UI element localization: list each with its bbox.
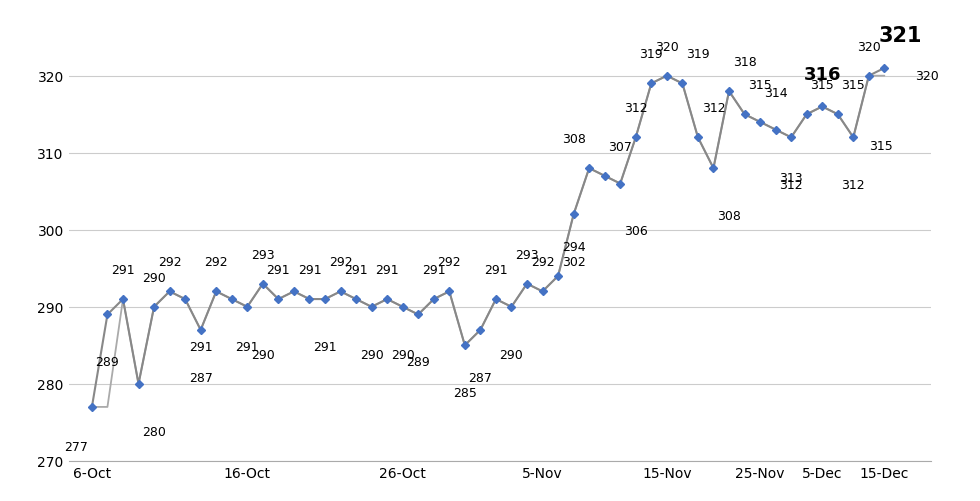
Text: 292: 292 [158, 256, 181, 269]
Text: 320: 320 [655, 41, 679, 54]
Text: 312: 312 [779, 179, 803, 192]
Text: 308: 308 [717, 209, 741, 222]
Text: 316: 316 [804, 66, 841, 84]
Text: 307: 307 [609, 140, 632, 153]
Text: 291: 291 [344, 264, 368, 277]
Text: 290: 290 [142, 271, 166, 284]
Text: 291: 291 [235, 340, 259, 353]
Text: 315: 315 [748, 79, 772, 92]
Text: 280: 280 [142, 425, 166, 438]
Text: 285: 285 [453, 386, 477, 399]
Text: 293: 293 [515, 248, 539, 261]
Text: 289: 289 [407, 356, 430, 369]
Text: 314: 314 [763, 87, 787, 100]
Text: 312: 312 [702, 102, 725, 115]
Text: 293: 293 [251, 248, 274, 261]
Text: 320: 320 [915, 70, 939, 83]
Text: 291: 291 [111, 264, 135, 277]
Text: 312: 312 [624, 102, 648, 115]
Text: 321: 321 [878, 26, 921, 46]
Text: 319: 319 [640, 48, 663, 61]
Text: 294: 294 [562, 240, 585, 254]
Text: 289: 289 [96, 356, 120, 369]
Text: 292: 292 [437, 256, 462, 269]
Text: 291: 291 [484, 264, 508, 277]
Text: 308: 308 [562, 133, 585, 146]
Text: 291: 291 [189, 340, 213, 353]
Text: 319: 319 [686, 48, 710, 61]
Text: 290: 290 [360, 348, 383, 361]
Text: 292: 292 [328, 256, 353, 269]
Text: 320: 320 [857, 41, 881, 54]
Text: 290: 290 [391, 348, 415, 361]
Text: 315: 315 [842, 79, 865, 92]
Text: 291: 291 [314, 340, 337, 353]
Text: 290: 290 [251, 348, 274, 361]
Text: 315: 315 [810, 79, 834, 92]
Text: 290: 290 [500, 348, 523, 361]
Text: 291: 291 [298, 264, 321, 277]
Text: 287: 287 [189, 371, 213, 384]
Text: 302: 302 [562, 256, 585, 269]
Text: 318: 318 [733, 56, 757, 69]
Text: 313: 313 [779, 171, 803, 184]
Text: 291: 291 [375, 264, 399, 277]
Text: 292: 292 [531, 256, 555, 269]
Text: 306: 306 [624, 225, 648, 238]
Text: 291: 291 [267, 264, 290, 277]
Text: 315: 315 [869, 139, 893, 152]
Text: 312: 312 [842, 179, 865, 192]
Text: 292: 292 [205, 256, 228, 269]
Text: 287: 287 [468, 371, 492, 384]
Text: 291: 291 [422, 264, 446, 277]
Text: 277: 277 [65, 440, 88, 453]
